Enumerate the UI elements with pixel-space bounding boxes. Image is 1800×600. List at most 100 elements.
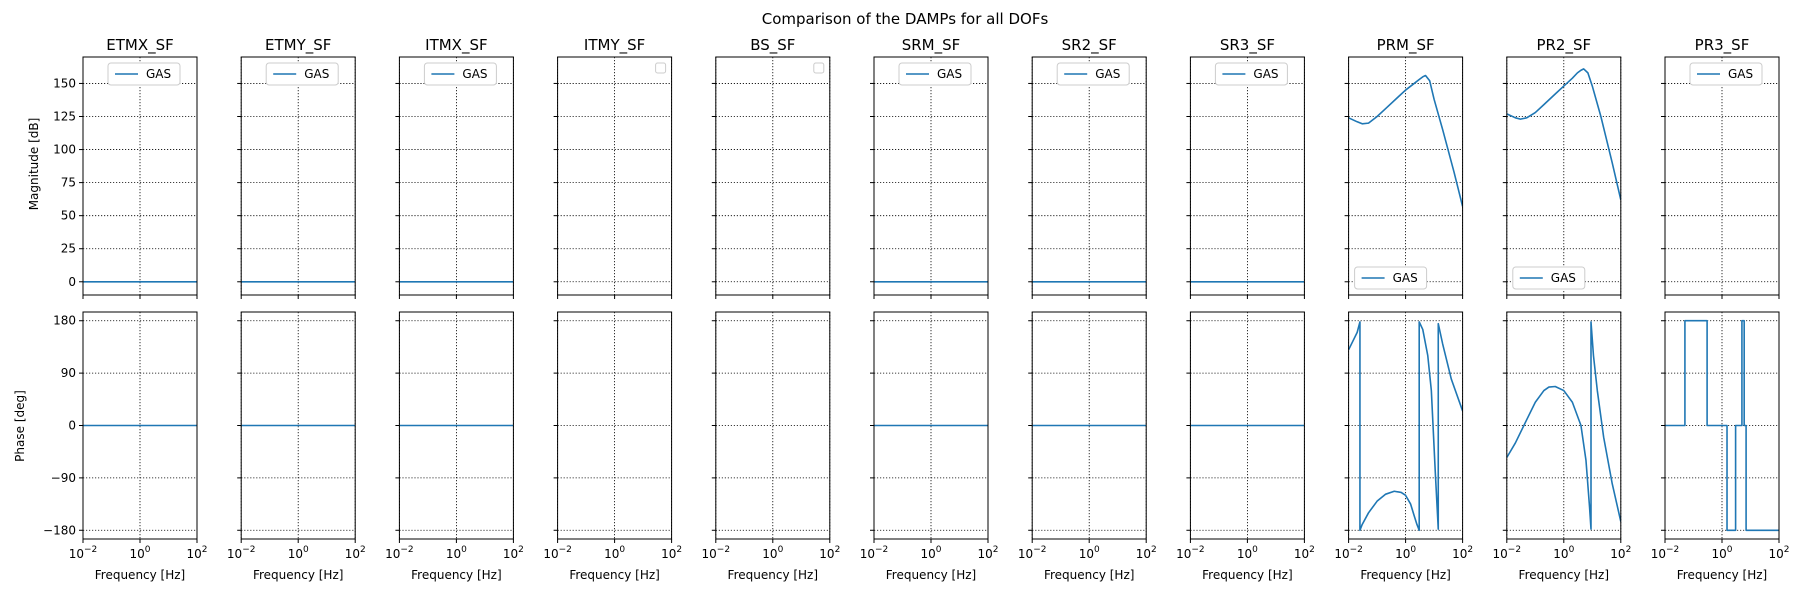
x-tick-label: 102 [977, 545, 998, 561]
x-axis-label: Frequency [Hz] [1202, 568, 1293, 582]
x-tick-label: 100 [604, 545, 625, 561]
x-axis-label: Frequency [Hz] [411, 568, 502, 582]
magnitude-axis-label: Magnitude [dB] [27, 118, 41, 211]
legend-box [1214, 62, 1288, 86]
axes-frame [240, 56, 356, 296]
subplot-column-etmx-sf: ETMX_SF 0 25 50 75 100 125 150 −180 −90 0 90 180 10−2… [43, 36, 207, 582]
legend [655, 62, 667, 74]
y-tick-label: 125 [53, 110, 76, 124]
x-axis-label: Frequency [Hz] [253, 568, 344, 582]
subplot-title: PRM_SF [1377, 36, 1435, 55]
series-line-gas [1348, 321, 1463, 532]
legend-box [265, 62, 339, 86]
legend-box [1512, 266, 1586, 290]
subplot-title: SR2_SF [1062, 36, 1117, 55]
legend-label: GAS [1253, 67, 1278, 81]
y-tick-label: 0 [68, 419, 76, 433]
subplot-title: ITMX_SF [425, 36, 487, 55]
x-tick-label: 102 [661, 545, 682, 561]
axes-frame [1348, 56, 1464, 296]
axes-frame [398, 56, 514, 296]
legend-box-empty [813, 62, 825, 74]
axes-frame [557, 56, 673, 296]
y-tick-label: 50 [61, 209, 76, 223]
magnitude-axes [553, 56, 673, 299]
x-tick-label: 102 [345, 545, 366, 561]
legend: GAS [1689, 62, 1763, 86]
phase-axis-label: Phase [deg] [13, 390, 27, 462]
legend-label: GAS [1095, 67, 1120, 81]
series-line-gas [1348, 74, 1463, 207]
x-tick-label: 102 [503, 545, 524, 561]
magnitude-axes [395, 56, 514, 299]
x-axis-label: Frequency [Hz] [95, 568, 186, 582]
series-line-gas [1506, 321, 1621, 530]
subplot-title: ITMY_SF [584, 36, 645, 55]
y-tick-label: 150 [53, 76, 76, 90]
x-axis-label: Frequency [Hz] [1677, 568, 1768, 582]
magnitude-axes [1186, 56, 1305, 299]
x-axis-label: Frequency [Hz] [1044, 568, 1135, 582]
axes-frame [1031, 56, 1147, 296]
x-axis-label: Frequency [Hz] [1360, 568, 1451, 582]
legend-box [1056, 62, 1130, 86]
x-tick-label: 102 [819, 545, 840, 561]
legend: GAS [265, 62, 339, 86]
legend-box [423, 62, 497, 86]
axes-frame [82, 56, 198, 296]
legend [813, 62, 825, 74]
x-tick-label: 100 [1237, 545, 1258, 561]
legend-box [107, 62, 181, 86]
subplot-title: ETMX_SF [106, 36, 174, 55]
x-tick-label: 10−2 [1176, 545, 1205, 561]
x-tick-label: 10−2 [69, 545, 98, 561]
x-tick-label: 10−2 [860, 545, 889, 561]
series-line-gas [1506, 68, 1621, 200]
x-tick-label: 100 [1079, 545, 1100, 561]
y-tick-label: 25 [61, 242, 76, 256]
subplot-title: BS_SF [750, 36, 795, 55]
magnitude-axes [711, 56, 831, 299]
x-axis-label: Frequency [Hz] [569, 568, 660, 582]
x-tick-label: 10−2 [1018, 545, 1047, 561]
y-tick-label: 0 [68, 275, 76, 289]
legend: GAS [1214, 62, 1288, 86]
x-axis-label: Frequency [Hz] [728, 568, 819, 582]
legend-box [1689, 62, 1763, 86]
y-tick-label: 90 [61, 366, 76, 380]
legend-box-empty [655, 62, 667, 74]
y-tick-label: 75 [61, 176, 76, 190]
legend: GAS [1354, 266, 1428, 290]
x-tick-label: 10−2 [702, 545, 731, 561]
x-tick-label: 10−2 [543, 545, 572, 561]
subplot-title: PR2_SF [1536, 36, 1591, 55]
axes-frame [1664, 56, 1780, 296]
subplot-title: SR3_SF [1220, 36, 1275, 55]
subplot-grid: ETMX_SF 0 25 50 75 100 125 150 −180 −90 0 90 180 10−2… [43, 36, 1789, 582]
axes-frame [715, 56, 831, 296]
x-tick-label: 102 [1294, 545, 1315, 561]
y-tick-label: −90 [51, 471, 76, 485]
x-tick-label: 100 [920, 545, 941, 561]
x-axis-label: Frequency [Hz] [1519, 568, 1610, 582]
legend-label: GAS [1551, 271, 1576, 285]
legend-label: GAS [937, 67, 962, 81]
legend: GAS [423, 62, 497, 86]
x-tick-label: 100 [446, 545, 467, 561]
